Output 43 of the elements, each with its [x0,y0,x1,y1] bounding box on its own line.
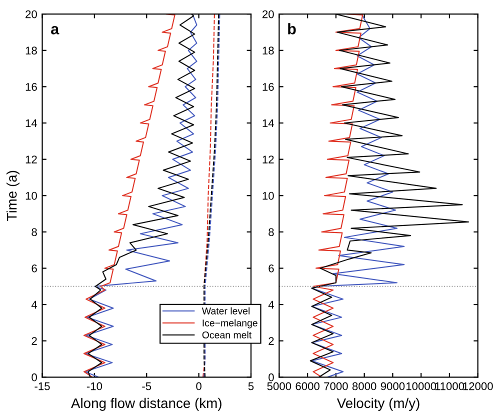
y-tick-label: 14 [26,119,38,128]
x-tick-label: 6000 [296,382,320,390]
x-tick-label: 8000 [352,382,376,390]
legend-label: Water level [202,307,250,314]
x-tick-label: 0 [196,382,202,390]
x-tick-label: 12000 [463,382,493,390]
legend-label: Ice−melange [202,319,258,328]
x-tick-label: 5 [248,382,254,390]
x-tick-label: 7000 [324,382,348,390]
y-tick-label: 12 [26,156,37,164]
x-tick-label: 9000 [380,382,405,390]
y-tick-label: 10 [26,192,37,200]
x-tick-label: 5000 [267,382,292,390]
y-tick-label: 18 [262,46,274,55]
x-axis-title: Velocity (m/y) [336,398,420,411]
y-tick-label: 20 [262,10,274,18]
y-tick-label: 8 [32,228,37,236]
y-tick-label: 14 [262,119,274,128]
annotation: a [51,26,60,34]
legend-label: Ocean melt [202,331,252,338]
x-tick-label: 10000 [406,382,436,390]
x-tick-label: -15 [34,382,50,390]
y-tick-label: 0 [32,373,37,382]
y-tick-label: 16 [262,82,274,91]
y-tick-label: 8 [268,228,274,236]
y-tick-label: 6 [268,264,274,272]
y-tick-label: 20 [26,10,37,18]
y-tick-label: 2 [268,337,274,345]
y-tick-label: 18 [26,46,37,55]
x-axis-title: Along flow distance (km) [71,398,222,411]
x-tick-label: -5 [142,382,152,390]
annotation: b [288,23,296,34]
y-tick-label: 16 [26,82,37,91]
y-axis-title: Time (a) [6,170,20,221]
y-tick-label: 6 [32,264,37,272]
y-tick-label: 2 [32,337,37,345]
x-tick-label: -10 [86,382,102,390]
x-tick-label: 11000 [435,382,464,390]
y-tick-label: 4 [31,300,38,309]
y-tick-label: 10 [262,192,274,200]
y-tick-label: 0 [268,373,274,382]
y-tick-label: 12 [262,156,274,164]
y-tick-label: 4 [268,300,274,309]
